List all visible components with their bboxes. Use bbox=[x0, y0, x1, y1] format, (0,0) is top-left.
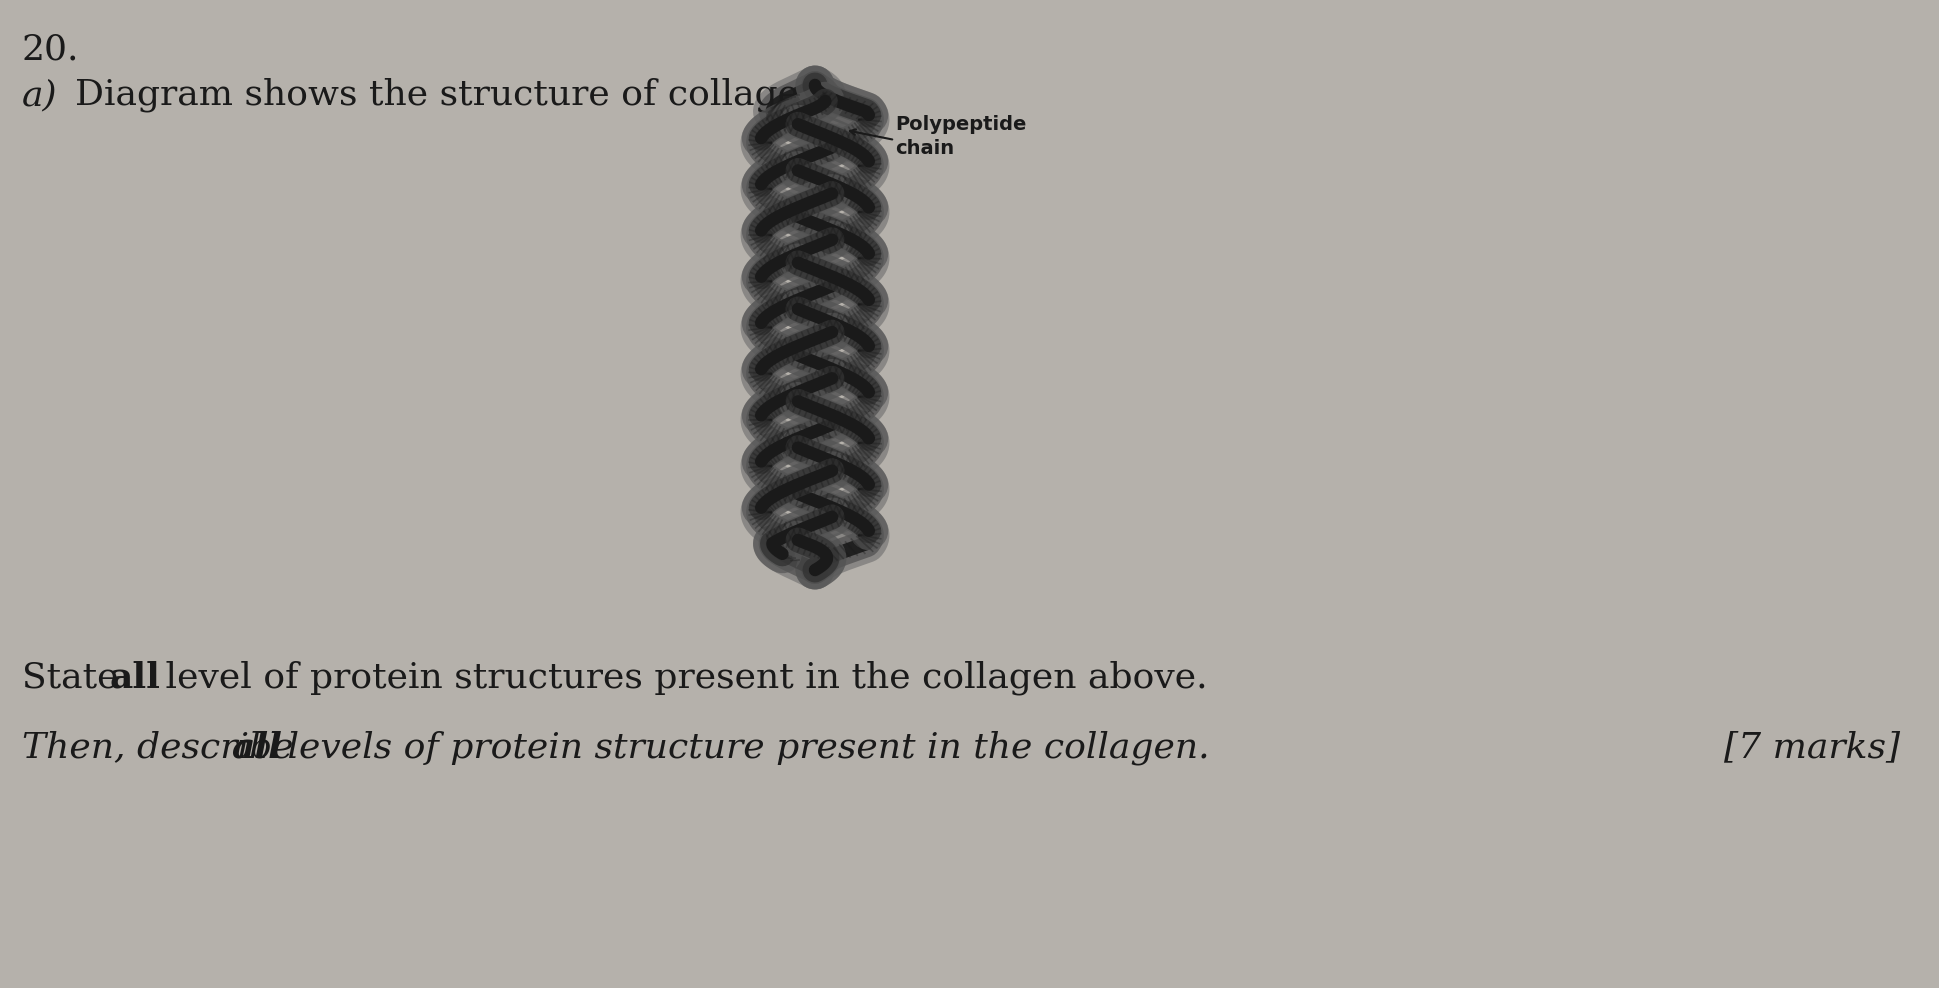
Text: 20.: 20. bbox=[21, 32, 79, 66]
Text: [7 marks]: [7 marks] bbox=[1724, 730, 1900, 764]
Text: all: all bbox=[111, 660, 161, 694]
Text: level of protein structures present in the collagen above.: level of protein structures present in t… bbox=[153, 660, 1208, 695]
Text: Then, describe: Then, describe bbox=[21, 730, 304, 764]
Text: Polypeptide
chain: Polypeptide chain bbox=[896, 115, 1026, 157]
Text: a): a) bbox=[21, 78, 58, 112]
Text: Diagram shows the structure of collagen.: Diagram shows the structure of collagen. bbox=[76, 78, 834, 113]
Text: levels of protein structure present in the collagen.: levels of protein structure present in t… bbox=[275, 730, 1210, 765]
Text: all: all bbox=[233, 730, 283, 764]
Text: State: State bbox=[21, 660, 130, 694]
